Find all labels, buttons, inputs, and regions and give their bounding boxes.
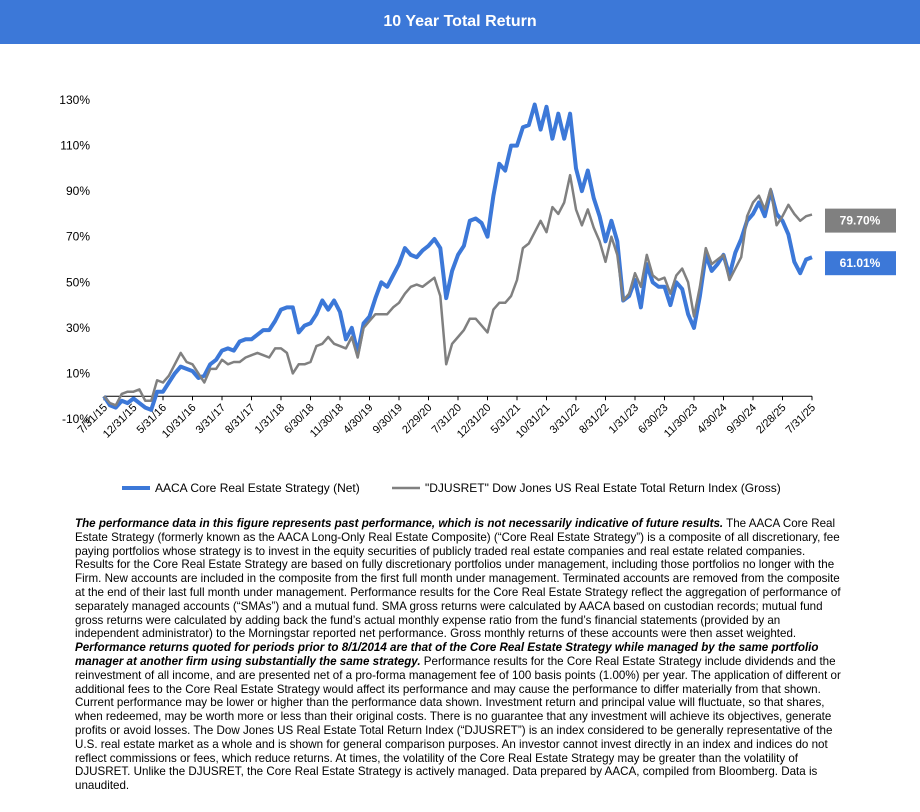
y-tick-label: -10% [62,412,90,426]
series-line [103,173,813,407]
x-tick-label: 7/31/25 [784,402,818,436]
y-tick-label: 10% [66,366,90,380]
end-label: 79.70% [840,214,881,228]
disclaimer-text: The AACA Core Real Estate Strategy (form… [75,517,841,641]
x-tick-label: 2/29/20 [400,402,434,436]
x-tick-label: 4/30/19 [341,402,375,436]
x-tick-label: 9/30/24 [725,402,759,436]
y-tick-label: 70% [66,230,90,244]
x-tick-label: 1/31/23 [607,402,641,436]
end-label-box [825,208,896,233]
disclaimer-text: Performance results for the Core Real Es… [75,654,841,793]
series-line [102,102,813,412]
x-tick-label: 9/30/19 [371,402,405,436]
y-tick-label: 90% [66,184,90,198]
disclaimer: The performance data in this figure repr… [75,517,845,809]
y-tick-label: 30% [66,321,90,335]
x-tick-label: 4/30/24 [695,402,729,436]
x-tick-label: 3/31/17 [194,402,228,436]
disclaimer-text: The performance data in this figure repr… [75,517,724,530]
x-tick-label: 3/31/22 [548,402,582,436]
chart: -10%10%30%50%70%90%110%130%7/31/1512/31/… [59,93,896,495]
x-tick-label: 2/28/25 [754,402,788,436]
end-label: 61.01% [840,256,881,270]
x-tick-label: 8/31/22 [577,402,611,436]
x-tick-label: 8/31/17 [223,402,257,436]
legend-label: AACA Core Real Estate Strategy (Net) [155,481,360,495]
y-tick-label: 110% [60,139,90,153]
y-tick-label: 50% [66,275,90,289]
y-tick-label: 130% [59,93,90,107]
legend-label: "DJUSRET" Dow Jones US Real Estate Total… [425,481,781,495]
chart-title: 10 Year Total Return [0,0,920,44]
disclaimer-text: Performance returns quoted for periods p… [75,641,819,668]
end-label-box [825,251,896,276]
x-tick-label: 1/31/18 [253,402,287,436]
